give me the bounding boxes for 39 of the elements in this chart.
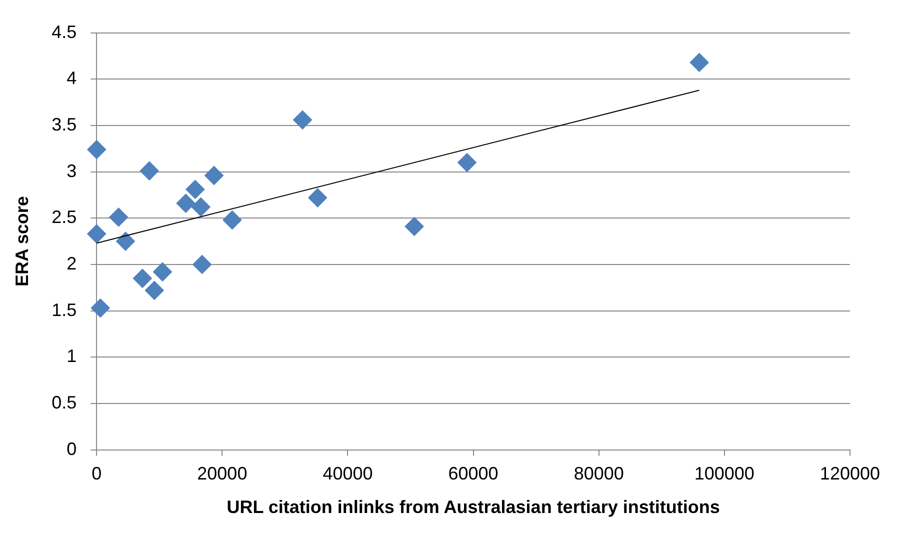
point: [109, 208, 128, 227]
y-tick-label: 0: [66, 438, 77, 459]
point: [186, 180, 205, 199]
y-tick-label: 3: [66, 160, 77, 181]
y-tick-label: 2.5: [52, 207, 77, 228]
x-tick-label: 20000: [197, 464, 248, 484]
point: [140, 161, 159, 180]
point: [153, 262, 172, 282]
point: [144, 280, 164, 300]
point: [87, 140, 106, 160]
point: [192, 254, 212, 274]
x-tick-label: 0: [92, 464, 102, 484]
point: [176, 194, 196, 213]
y-tick-label: 4.5: [52, 22, 77, 42]
x-tick-label: 120000: [820, 464, 880, 484]
point: [293, 110, 312, 130]
point: [690, 52, 709, 72]
x-tick-label: 60000: [448, 464, 498, 484]
y-tick-label: 4: [66, 68, 77, 88]
x-tick-label: 40000: [322, 464, 373, 484]
y-tick-label: 0.5: [52, 392, 77, 412]
y-axis-title: ERA score: [12, 196, 32, 286]
point: [404, 216, 424, 236]
point: [204, 166, 224, 186]
point: [132, 268, 152, 288]
point: [458, 153, 477, 172]
x-axis-title: URL citation inlinks from Australasian tertiary institutions: [226, 497, 720, 518]
point: [191, 198, 210, 217]
point: [87, 224, 106, 244]
y-tick-label: 1: [66, 346, 77, 366]
y-tick-label: 3.5: [52, 114, 77, 134]
point: [116, 232, 135, 251]
x-tick-label: 100000: [694, 464, 754, 484]
point: [90, 298, 110, 318]
y-tick-label: 2: [66, 253, 77, 274]
point: [308, 188, 328, 208]
point: [222, 210, 242, 230]
y-tick-label: 1.5: [52, 300, 77, 320]
x-tick-label: 80000: [574, 464, 624, 484]
